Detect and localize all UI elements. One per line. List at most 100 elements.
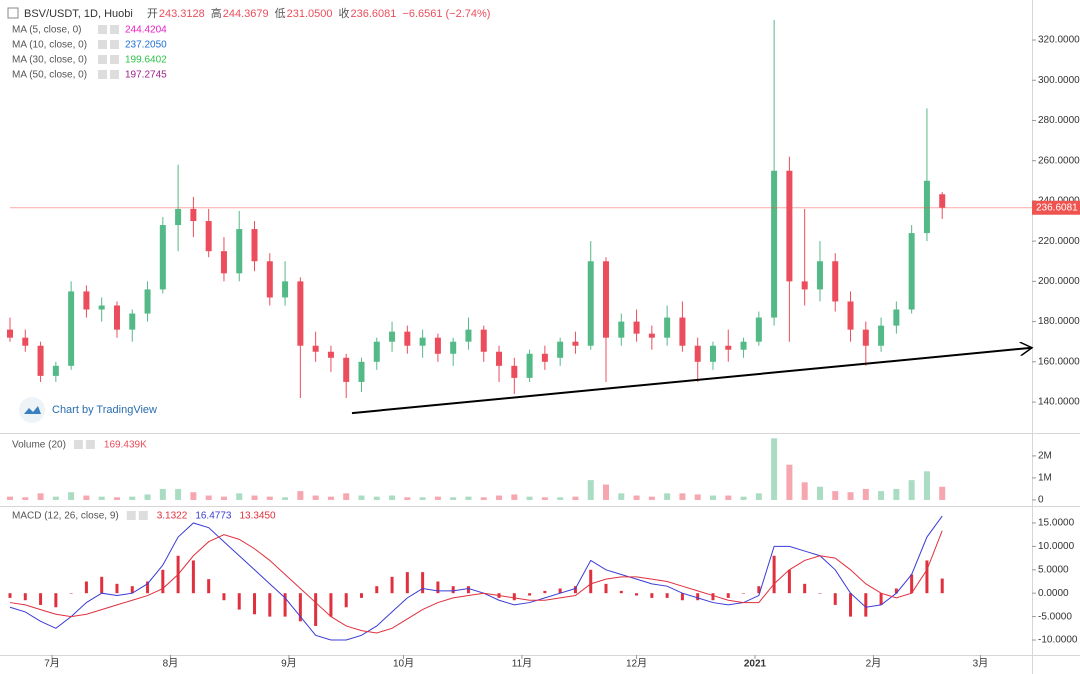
macd-histogram-bar: [665, 593, 669, 598]
macd-histogram-bar: [375, 586, 379, 594]
macd-histogram-bar: [23, 593, 27, 601]
volume-bar: [771, 438, 778, 500]
volume-bar: [679, 493, 686, 500]
candle-body: [68, 291, 75, 366]
volume-bar: [694, 494, 701, 500]
candle-body: [159, 225, 166, 290]
macd-histogram-bar: [222, 593, 226, 601]
ma-label: MA (10, close, 0): [12, 40, 87, 51]
y-tick-label: 0: [1038, 495, 1044, 506]
candle-body: [266, 261, 273, 298]
settings-icon[interactable]: [126, 511, 136, 520]
settings-icon[interactable]: [98, 70, 107, 79]
volume-bar: [572, 496, 579, 500]
header-low: 231.0500: [287, 8, 333, 20]
volume-bar: [755, 493, 762, 500]
macd-histogram-bar: [680, 593, 684, 601]
candle-body: [129, 313, 136, 330]
macd-histogram-bar: [573, 586, 577, 594]
candle-body: [862, 329, 869, 346]
x-tick-label: 8月: [163, 658, 179, 670]
candle-body: [251, 229, 258, 262]
volume-bar: [434, 496, 441, 500]
macd-histogram-bar: [100, 576, 104, 594]
volume-bar: [847, 492, 854, 500]
remove-icon[interactable]: [110, 70, 119, 79]
macd-histogram-bar: [833, 593, 837, 605]
macd-histogram-bar: [8, 593, 12, 598]
volume-bar: [159, 488, 166, 500]
volume-bar: [52, 496, 59, 500]
macd-line: [9, 515, 943, 641]
candle-body: [419, 337, 426, 346]
y-tick-label: 160.0000: [1038, 356, 1080, 367]
candle-body: [373, 341, 380, 362]
volume-bar: [373, 496, 380, 500]
candle-body: [343, 357, 350, 382]
macd-histogram-bar: [803, 583, 807, 594]
candle-body: [144, 289, 151, 314]
volume-bar: [312, 495, 319, 500]
volume-bar: [664, 493, 671, 500]
settings-icon[interactable]: [98, 40, 107, 49]
macd-histogram-bar: [84, 581, 88, 594]
header-high-label: 高: [211, 6, 222, 20]
macd-histogram-bar: [879, 593, 883, 605]
header-close-label: 收: [339, 6, 350, 20]
candle-body: [679, 317, 686, 346]
volume-bar: [939, 486, 946, 500]
x-tick-label: 11月: [512, 658, 532, 670]
macd-histogram-bar: [894, 588, 898, 594]
volume-bar: [618, 493, 625, 500]
volume-bar: [908, 480, 915, 500]
watermark: Chart by TradingView: [19, 397, 157, 423]
candle-body: [175, 208, 182, 226]
remove-icon[interactable]: [110, 55, 119, 64]
settings-icon[interactable]: [98, 55, 107, 64]
candle-body: [541, 353, 548, 362]
remove-icon[interactable]: [138, 511, 148, 520]
volume-bar: [236, 493, 243, 500]
y-tick-label: 200.0000: [1038, 276, 1080, 287]
ma-label: MA (30, close, 0): [12, 55, 87, 66]
candle-body: [908, 233, 915, 310]
y-tick-label: 140.0000: [1038, 397, 1080, 408]
volume-bar: [22, 497, 29, 500]
macd-histogram-bar: [207, 579, 211, 594]
last-price-box: [1032, 200, 1080, 215]
volume-bar: [496, 495, 503, 500]
candle-body: [847, 301, 854, 330]
header-symbol: BSV/USDT, 1D, Huobi: [24, 8, 133, 20]
candle-body: [205, 221, 212, 252]
macd-histogram-bar: [849, 593, 853, 617]
settings-icon[interactable]: [73, 440, 83, 449]
header-open-label: 开: [147, 8, 158, 20]
remove-icon[interactable]: [110, 40, 119, 49]
y-tick-label: 10.0000: [1038, 541, 1075, 552]
volume-bar: [358, 495, 365, 500]
macd-histogram-bar: [344, 593, 348, 608]
candle-body: [496, 351, 503, 366]
macd-histogram-bar: [619, 590, 623, 594]
ma-value: 244.4204: [125, 25, 167, 36]
remove-icon[interactable]: [85, 440, 95, 449]
volume-bar: [129, 496, 136, 500]
x-tick-label: 10月: [393, 658, 414, 670]
y-tick-label: 260.0000: [1038, 155, 1080, 166]
macd-histogram-bar: [757, 586, 761, 594]
candle-body: [923, 180, 930, 234]
macd-histogram-bar: [146, 581, 150, 594]
collapse-icon[interactable]: [7, 7, 19, 19]
settings-icon[interactable]: [98, 25, 107, 34]
candle-body: [526, 353, 533, 378]
remove-icon[interactable]: [110, 25, 119, 34]
y-tick-label: 2M: [1038, 451, 1052, 462]
candle-body: [786, 170, 793, 282]
macd-histogram-bar: [130, 586, 134, 594]
volume-bar: [327, 496, 334, 500]
volume-bar: [220, 496, 227, 500]
volume-bar: [541, 497, 548, 500]
candle-body: [465, 329, 472, 342]
macd-histogram-bar: [787, 569, 791, 594]
x-tick-label: 12月: [626, 658, 647, 670]
